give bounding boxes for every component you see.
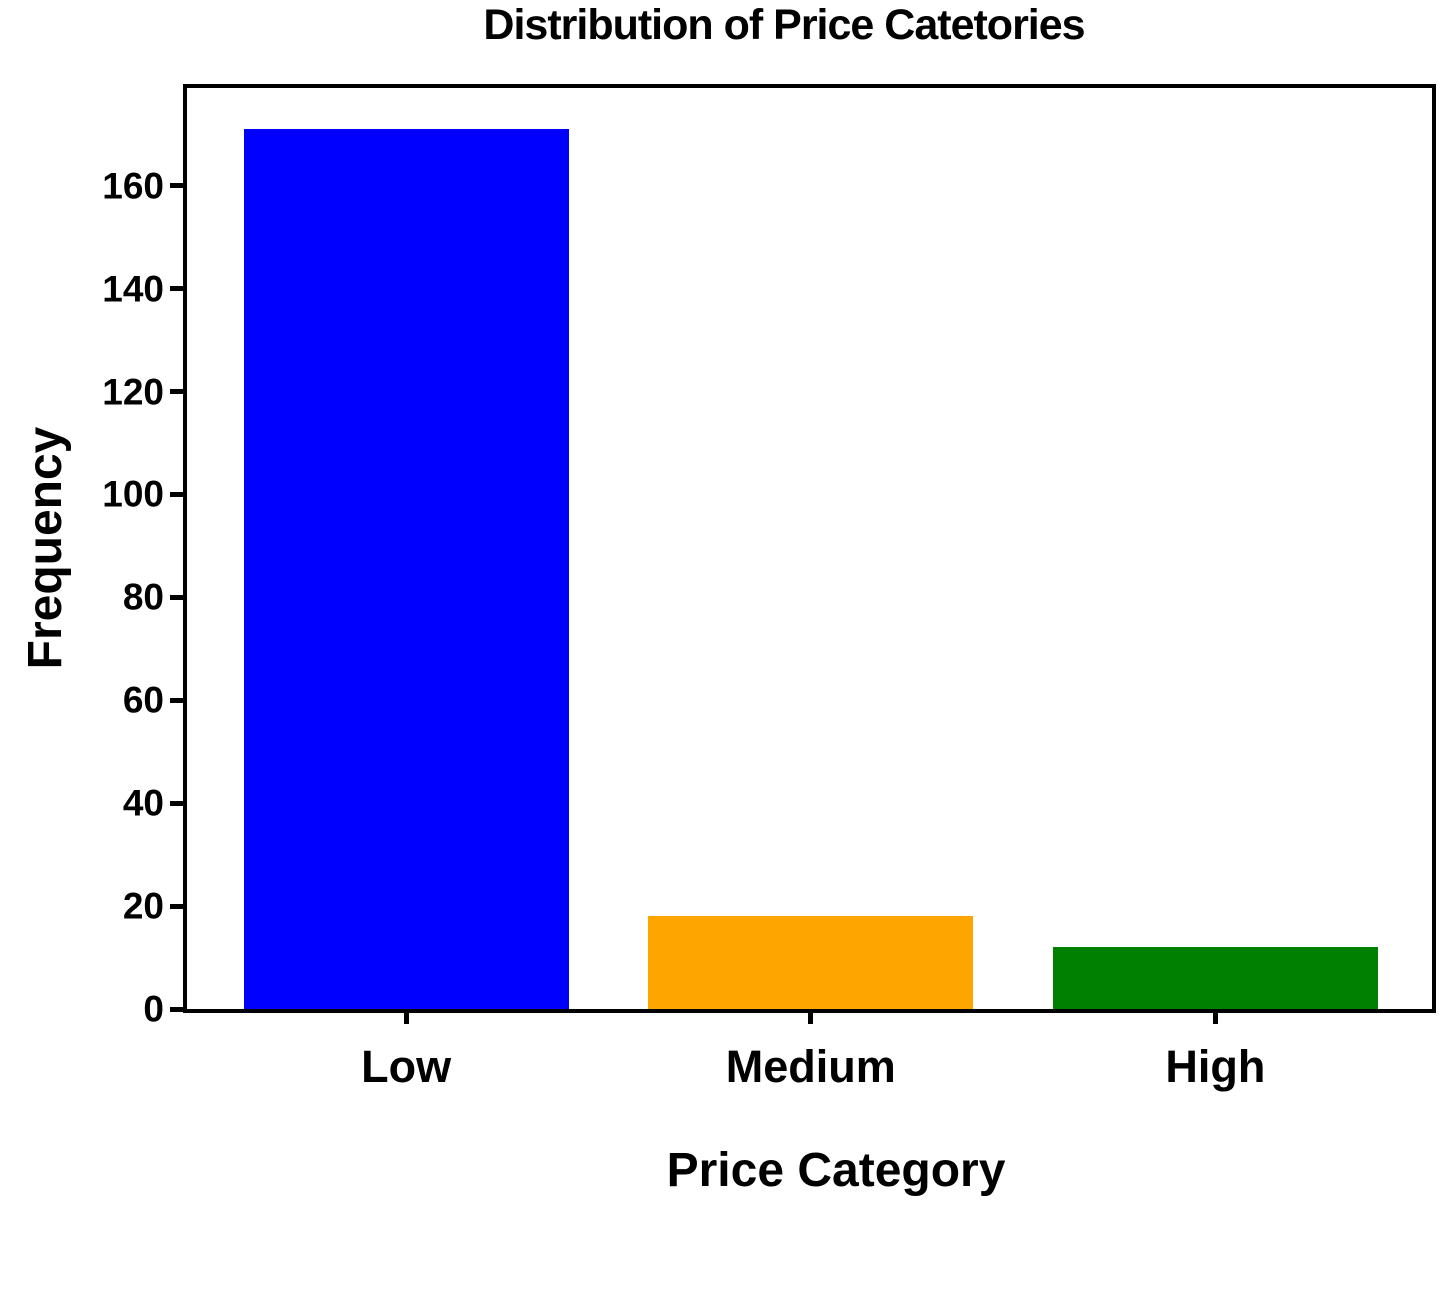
bar-high (1052, 947, 1378, 1009)
y-tick-label-80: 80 (122, 576, 164, 618)
y-tick-mark-60 (170, 697, 183, 703)
y-tick-mark-100 (170, 491, 183, 497)
bar-low (243, 129, 569, 1009)
y-tick-mark-0 (170, 1006, 183, 1012)
chart-title: Distribution of Price Catetories (483, 1, 1085, 49)
y-axis-label: Frequency (19, 426, 72, 670)
x-tick-label-medium: Medium (725, 1041, 896, 1092)
y-tick-mark-80 (170, 594, 183, 600)
y-tick-label-160: 160 (102, 165, 164, 207)
y-tick-mark-160 (170, 183, 183, 189)
y-tick-label-60: 60 (122, 679, 164, 721)
plot-area (183, 84, 1436, 1013)
y-tick-mark-120 (170, 389, 183, 395)
y-tick-label-100: 100 (102, 473, 164, 515)
x-tick-mark-high (1212, 1011, 1218, 1024)
y-tick-label-40: 40 (122, 782, 164, 824)
y-tick-label-20: 20 (122, 885, 164, 927)
x-tick-label-low: Low (361, 1041, 452, 1092)
x-tick-mark-medium (808, 1011, 814, 1024)
y-tick-label-0: 0 (143, 988, 164, 1030)
y-tick-label-140: 140 (102, 268, 164, 310)
y-tick-label-120: 120 (102, 371, 164, 413)
y-tick-mark-140 (170, 286, 183, 292)
x-axis-label: Price Category (666, 1144, 1006, 1197)
x-tick-mark-low (403, 1011, 409, 1024)
y-tick-mark-40 (170, 800, 183, 806)
bar-medium (648, 916, 974, 1009)
x-tick-label-high: High (1165, 1041, 1266, 1092)
y-tick-mark-20 (170, 903, 183, 909)
